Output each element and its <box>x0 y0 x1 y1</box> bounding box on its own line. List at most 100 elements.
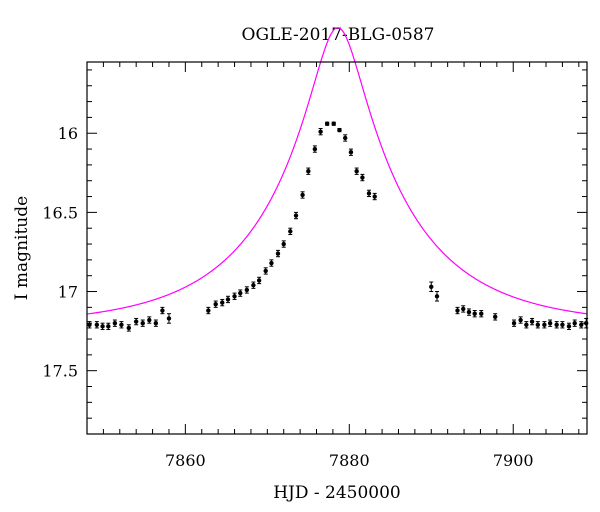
data-point <box>429 281 434 293</box>
point-marker <box>518 317 523 323</box>
data-point <box>153 319 159 327</box>
point-marker <box>479 311 484 316</box>
data-point <box>206 306 211 315</box>
point-marker <box>372 194 377 199</box>
data-point <box>100 322 105 331</box>
data-point <box>566 322 572 331</box>
point-marker <box>354 169 359 174</box>
data-point <box>535 321 541 329</box>
point-marker <box>206 308 211 313</box>
y-tick-label-17: 17 <box>58 283 78 302</box>
point-marker <box>300 192 305 198</box>
data-point <box>542 321 547 329</box>
data-point <box>87 321 92 329</box>
model-curve <box>86 27 588 315</box>
point-marker <box>492 314 498 320</box>
point-marker <box>160 308 165 313</box>
data-point <box>479 310 484 318</box>
point-marker <box>281 241 286 247</box>
chart-title: OGLE-2017-BLG-0587 <box>242 25 435 45</box>
data-point <box>434 291 440 302</box>
data-point <box>511 319 517 327</box>
data-point <box>360 173 365 182</box>
point-marker <box>140 320 145 326</box>
data-point <box>492 313 498 321</box>
point-marker <box>256 278 262 283</box>
point-marker <box>106 324 111 329</box>
data-point <box>337 127 342 133</box>
point-marker <box>263 268 268 274</box>
data-point <box>119 321 124 329</box>
data-point <box>572 319 577 327</box>
point-marker <box>166 316 172 321</box>
point-marker <box>461 306 466 312</box>
data-point <box>94 321 100 329</box>
data-point <box>147 316 152 324</box>
data-point <box>560 321 565 329</box>
data-point <box>354 167 359 175</box>
point-marker <box>360 175 365 180</box>
point-marker <box>133 319 139 324</box>
data-point <box>372 192 377 201</box>
point-marker <box>244 287 250 293</box>
x-tick-label-7860: 7860 <box>165 451 206 470</box>
data-point <box>300 191 305 199</box>
data-point <box>133 317 139 326</box>
data-point <box>225 295 231 304</box>
data-point <box>518 316 523 324</box>
data-point <box>112 319 118 327</box>
data-point <box>288 227 293 236</box>
point-marker <box>434 294 440 299</box>
data-point <box>306 167 311 175</box>
point-marker <box>269 260 274 266</box>
data-point <box>275 249 281 258</box>
point-marker <box>251 283 256 288</box>
point-marker <box>566 324 572 329</box>
data-point <box>318 127 323 136</box>
point-marker <box>318 129 323 134</box>
data-point <box>312 145 318 153</box>
data-point <box>166 313 172 324</box>
data-point <box>232 292 237 300</box>
data-point <box>106 322 111 331</box>
x-tick-label-7900: 7900 <box>493 451 534 470</box>
data-point <box>220 298 225 307</box>
model-curve-layer <box>86 27 588 315</box>
data-point <box>366 189 372 198</box>
data-point <box>331 121 336 126</box>
plot-frame <box>86 61 588 435</box>
data-point <box>554 321 559 329</box>
data-point <box>579 321 584 329</box>
point-marker <box>331 121 336 126</box>
point-marker <box>547 320 553 326</box>
data-point <box>269 259 274 267</box>
point-marker <box>213 301 218 307</box>
data-point <box>348 148 354 156</box>
point-marker <box>324 121 330 126</box>
point-marker <box>312 146 318 152</box>
y-tick-label-16: 16 <box>58 124 78 143</box>
point-marker <box>306 169 311 174</box>
data-point <box>524 321 529 329</box>
data-point <box>126 324 132 332</box>
point-marker <box>472 311 477 316</box>
point-marker <box>429 284 434 289</box>
point-marker <box>524 322 529 327</box>
data-point <box>238 289 243 297</box>
point-marker <box>293 213 299 218</box>
point-marker <box>511 320 517 326</box>
x-tick-label-7880: 7880 <box>329 451 370 470</box>
data-point <box>263 267 268 275</box>
point-marker <box>147 317 152 323</box>
point-marker <box>232 294 237 299</box>
y-tick-label-17-5: 17.5 <box>42 362 78 381</box>
y-axis-label: I magnitude <box>12 196 32 300</box>
y-tick-label-16-5: 16.5 <box>42 203 78 222</box>
point-marker <box>466 309 472 315</box>
data-point <box>547 319 553 327</box>
data-point <box>256 276 262 285</box>
data-point <box>466 308 472 316</box>
data-point <box>213 300 218 308</box>
point-marker <box>94 322 100 327</box>
